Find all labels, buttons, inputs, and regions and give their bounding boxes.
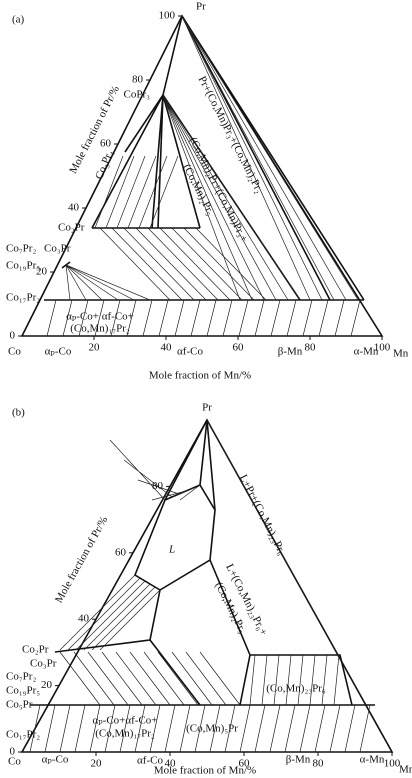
phase-label: Co₃Pr <box>44 243 71 255</box>
mn-tick-label: 60 <box>233 342 245 354</box>
mn-tick-label: 100 <box>384 758 401 770</box>
mn-tick-label: 40 <box>161 342 173 354</box>
phase-label: αf-Co <box>177 346 203 358</box>
mn-tick-label: 60 <box>239 758 251 770</box>
mn-tick-label: 20 <box>89 342 101 354</box>
pr-tick-label: 80 <box>152 480 164 492</box>
axis-title: Mole fraction of Mn/% <box>149 370 251 382</box>
phase-label: α-Mn <box>354 346 379 358</box>
axis-title: Mole fraction of Pr/% <box>53 515 110 606</box>
corner-label: Co <box>8 756 21 768</box>
panel-label: (b) <box>12 407 25 419</box>
phase-label: Co₅Pr <box>6 699 33 711</box>
mn-tick-label: 100 <box>374 342 391 354</box>
panel-label: (a) <box>12 14 25 26</box>
pr-tick-label: 100 <box>159 10 176 22</box>
phase-label: CoPr₃ <box>124 89 151 101</box>
mn-tick-label: 40 <box>165 758 177 770</box>
phase-label: Co₃Pr <box>30 658 57 670</box>
phase-label: αₚ-Co <box>45 346 72 358</box>
corner-label: Mn <box>399 764 412 776</box>
phase-label: Co₁₉Pr₅ <box>6 685 40 697</box>
phase-label: Co₇Pr₂ <box>6 671 36 683</box>
region-label: αₚ-Co+ αf-Co+ <box>66 311 134 323</box>
mn-tick-label: 80 <box>305 342 317 354</box>
mn-tick-label: 80 <box>313 758 325 770</box>
phase-label: β-Mn <box>286 754 311 766</box>
phase-boundary <box>30 419 375 706</box>
pr-tick-label: 20 <box>36 266 48 278</box>
pr-tick-label: 40 <box>68 202 80 214</box>
apex-label: Pr <box>196 1 206 13</box>
phase-label: Co₂Pr <box>58 222 85 234</box>
mn-tick-label: 20 <box>91 758 103 770</box>
region-label: L+Pr+(Co,Mn)₂₃Pr₆ <box>237 473 288 557</box>
triangle <box>20 418 394 753</box>
corner-label: Mn <box>393 348 409 360</box>
pr-tick-label: 60 <box>100 138 112 150</box>
phase-label: Co₂Pr <box>22 644 49 656</box>
pr-tick-label: 0 <box>10 330 16 342</box>
phase-label: αₚ-Co <box>42 754 69 766</box>
phase-label: Co₁₉Pr₅ <box>6 260 40 272</box>
region-label: (Co,Mn)₁₇Pr₂ <box>95 728 155 740</box>
tie-lines <box>46 15 361 337</box>
pr-tick-label: 80 <box>132 74 144 86</box>
panel-a: (a) Pr Co Mn Mole fraction of Mn/% Mole … <box>6 1 409 382</box>
panel-b: (b) Pr Co Mn Mole fraction of Mn/% Mole … <box>6 402 412 777</box>
pr-tick-label: 40 <box>78 613 90 625</box>
region-label: (Co,Mn)₂₃Pr₆ <box>266 683 326 695</box>
axis-title: Mole fraction of Mn/% <box>154 765 256 777</box>
axis-title: Mole fraction of Pr/% <box>67 84 122 176</box>
corner-label: Co <box>8 346 21 358</box>
phase-label: Co₁₇Pr₂ <box>6 292 40 304</box>
region-label: L <box>168 544 175 556</box>
phase-label: Co₁₇Pr₂ <box>6 729 40 741</box>
apex-label: Pr <box>202 402 212 414</box>
pr-tick-label: 0 <box>10 746 16 758</box>
triangle <box>20 14 384 337</box>
phase-label: Co₃Pr₄ <box>93 148 116 181</box>
pr-tick-label: 20 <box>41 679 53 691</box>
tie-lines <box>29 419 371 753</box>
phase-label: αf-Co <box>137 755 163 767</box>
region-label: αₚ-Co+αf-Co+ <box>93 715 158 727</box>
region-label: (Co,Mn)₅Pr <box>186 723 238 735</box>
phase-label: β-Mn <box>278 346 303 358</box>
pr-tick-label: 60 <box>115 546 127 558</box>
phase-label: α-Mn <box>360 754 385 766</box>
region-label: (Co,Mn)₁₇Pr₂ <box>70 323 130 335</box>
phase-label: Co₇Pr₂ <box>6 243 36 255</box>
